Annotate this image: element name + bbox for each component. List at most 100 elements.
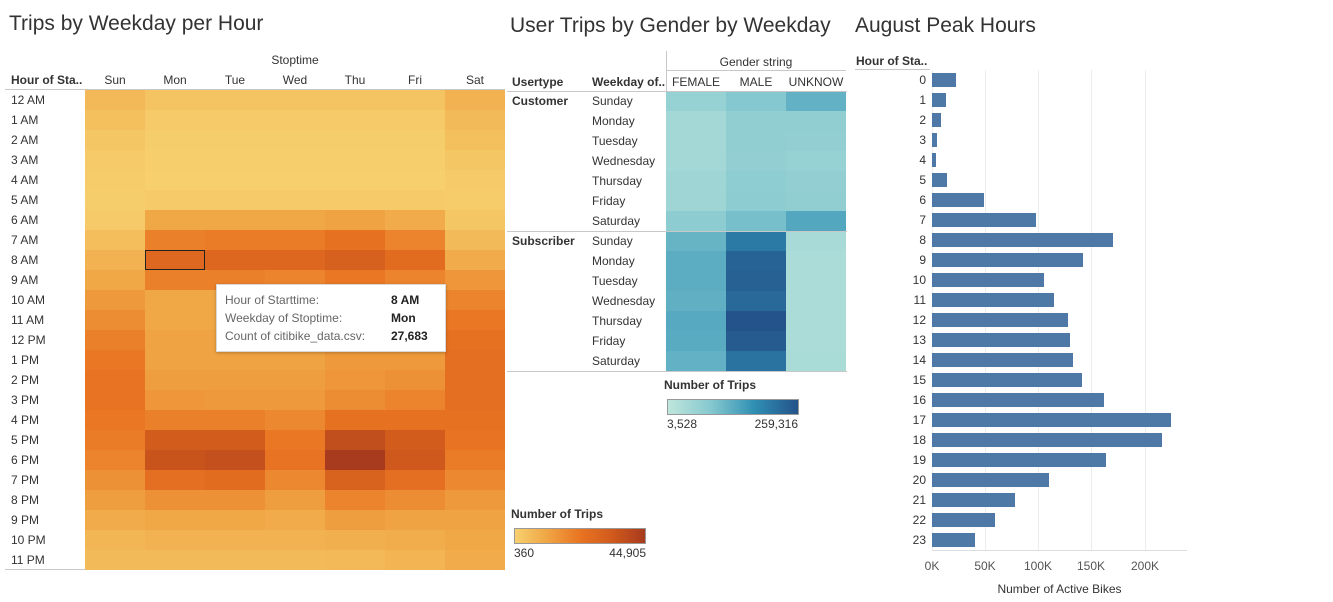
peak-hours-title: August Peak Hours [855,14,1036,37]
tooltip-weekday-label: Weekday of Stoptime: [225,311,343,325]
gender-heatmap-cell [666,331,726,351]
peak-hours-bar [932,393,1105,407]
heatmap-hour-row-label: 1 PM [11,353,40,367]
gender-heatmap-cell [666,151,726,171]
gender-group-divider [507,231,847,232]
heatmap-hour-cell [265,250,325,270]
tooltip-hour-value: 8 AM [391,293,420,307]
peak-hours-y-header: Hour of Sta.. [856,54,928,68]
heatmap-hour-cell [85,330,145,350]
peak-hours-hour-label: 18 [912,433,926,447]
heatmap-hour-row-label: 4 PM [11,413,40,427]
heatmap-hour-cell [325,210,385,230]
heatmap-hour-cell [445,170,505,190]
heatmap-hour-row-label: 6 PM [11,453,40,467]
gender-heatmap-cell [666,251,726,271]
peak-hours-bar [932,473,1049,487]
gender-weekday-label: Sunday [592,234,633,248]
heatmap-hour-cell [145,130,205,150]
heatmap-hour-cell [325,410,385,430]
gender-heatmap-cell [726,131,786,151]
peak-hours-hour-label: 13 [912,333,926,347]
heatmap-hour-cell [205,370,265,390]
heatmap-hour-cell [325,470,385,490]
peak-hours-hour-label: 9 [919,253,926,267]
heatmap-hour-cell [325,510,385,530]
heatmap-hour-cell [445,290,505,310]
heatmap-hour-cell [205,410,265,430]
heatmap-hour-cell [205,190,265,210]
gender-weekday-label: Wednesday [592,154,656,168]
heatmap-hour-row-label: 6 AM [11,213,39,227]
gender-weekday-label: Thursday [592,174,643,188]
peak-hours-hour-label: 7 [919,213,926,227]
heatmap-hour-cell [145,530,205,550]
peak-hours-x-tick-label: 200K [1130,559,1160,573]
peak-hours-hour-label: 2 [919,113,926,127]
heatmap-hour-cell [445,270,505,290]
heatmap-hour-row-label: 1 AM [11,113,39,127]
heatmap-hour-row-label: 7 AM [11,233,39,247]
heatmap-hour-cell [85,170,145,190]
heatmap-hour-cell [325,490,385,510]
heatmap-hour-row-label: 2 PM [11,373,40,387]
heatmap-hour-cell [445,530,505,550]
gender-heatmap-cell [666,311,726,331]
peak-hours-bar [932,213,1037,227]
heatmap-hour-cell [205,430,265,450]
peak-hours-bar [932,353,1074,367]
gender-col-label: MALE [739,75,773,89]
gender-heatmap-cell [726,311,786,331]
heatmap-hour-cell [145,490,205,510]
gender-weekday-label: Friday [592,334,626,348]
weekday-header: Weekday of.. [592,75,666,89]
heatmap-hour-title: Trips by Weekday per Hour [9,12,264,35]
heatmap-hour-cell [265,110,325,130]
peak-hours-bar [932,413,1172,427]
heatmap-hour-cell [445,310,505,330]
gender-string-header: Gender string [719,55,793,69]
heatmap-hour-cell [445,130,505,150]
heatmap-hour-cell [265,530,325,550]
peak-hours-x-tick-label: 50K [974,559,996,573]
heatmap-hour-cell [205,210,265,230]
heatmap-hour-cell [205,490,265,510]
peak-hours-hour-label: 22 [912,513,926,527]
peak-hours-bar [932,133,937,147]
heatmap-hour-cell [325,390,385,410]
heatmap-hour-row-label: 8 PM [11,493,40,507]
gender-col-label: UNKNOW [788,75,844,89]
heatmap-hour-cell [265,430,325,450]
gender-heatmap-cell [666,271,726,291]
heatmap-hour-cell [145,290,205,310]
gender-weekday-label: Tuesday [592,134,638,148]
heatmap-hour-row-label: 3 AM [11,153,39,167]
gender-heatmap-cell [786,231,846,251]
peak-hours-bar [932,313,1068,327]
peak-hours-hour-label: 8 [919,233,926,247]
heatmap-hour-cell [265,470,325,490]
gender-heatmap-cell [786,211,846,231]
heatmap-hour-row-label: 11 PM [11,553,45,567]
peak-hours-x-tick-label: 150K [1076,559,1106,573]
heatmap-hour-col-label: Mon [163,73,187,87]
heatmap-hour-col-label: Sun [104,73,126,87]
peak-hours-bar [932,493,1015,507]
peak-hours-bar [932,193,985,207]
heatmap-hour-cell [205,450,265,470]
peak-hours-hour-label: 11 [913,293,926,307]
gender-header-divider [507,91,847,92]
heatmap-hour-cell [445,330,505,350]
heatmap-hour-cell [265,150,325,170]
heatmap-hour-cell [385,170,445,190]
heatmap-hour-cell [205,130,265,150]
peak-hours-gridline [1145,70,1146,550]
heatmap-hour-cell [85,90,145,110]
heatmap-hour-cell [85,250,145,270]
heatmap-hour-legend-min: 360 [514,546,535,560]
heatmap-hour-cell [385,370,445,390]
gender-bottom-divider [507,371,847,372]
heatmap-hour-cell [145,510,205,530]
heatmap-hour-cell [385,550,445,570]
gender-heatmap-cell [786,191,846,211]
